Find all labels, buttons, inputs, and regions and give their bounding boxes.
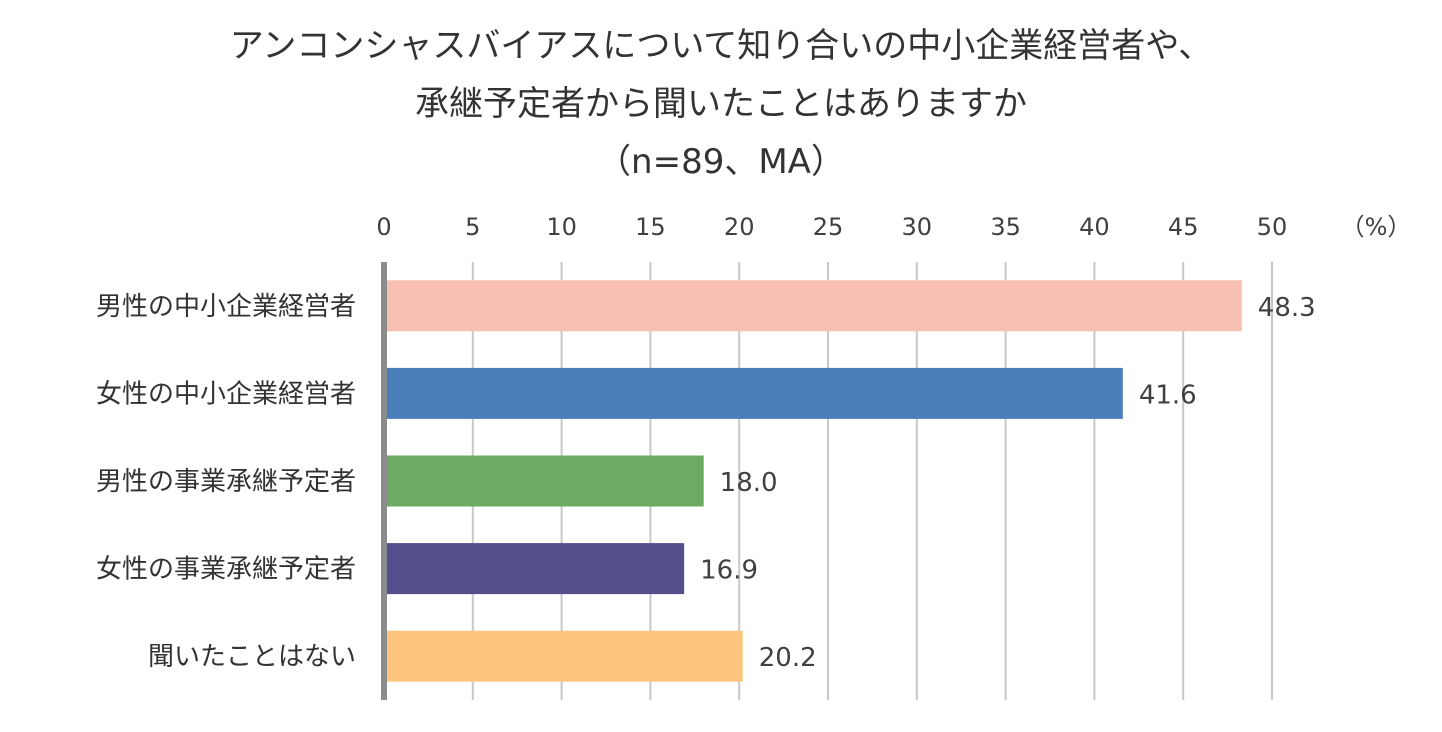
category-label-4: 女性の事業承継予定者 bbox=[96, 555, 356, 585]
category-label-5: 聞いたことはない bbox=[148, 642, 356, 672]
chart-title-line-1: アンコンシャスバイアスについて知り合いの中小企業経営者や、 bbox=[229, 26, 1213, 66]
data-label-5: 20.2 bbox=[759, 643, 817, 673]
tick-label-10: 10 bbox=[546, 213, 577, 241]
category-label-3: 男性の事業承継予定者 bbox=[96, 467, 356, 497]
data-label-3: 18.0 bbox=[720, 468, 778, 498]
bar-4 bbox=[384, 543, 685, 595]
tick-label-30: 30 bbox=[902, 213, 933, 241]
tick-label-20: 20 bbox=[724, 213, 755, 241]
data-label-2: 41.6 bbox=[1139, 380, 1197, 410]
chart-title-line-3: （n=89、MA） bbox=[597, 142, 845, 182]
bar-3 bbox=[384, 455, 704, 507]
tick-label-50: 50 bbox=[1257, 213, 1288, 241]
tick-label-45: 45 bbox=[1168, 213, 1199, 241]
bar-1 bbox=[384, 280, 1242, 332]
tick-label-25: 25 bbox=[813, 213, 844, 241]
tick-label-5: 5 bbox=[465, 213, 480, 241]
tick-label-15: 15 bbox=[635, 213, 666, 241]
tick-label-40: 40 bbox=[1079, 213, 1110, 241]
tick-label-35: 35 bbox=[990, 213, 1021, 241]
category-label-1: 男性の中小企業経営者 bbox=[96, 292, 356, 322]
chart-title-line-2: 承継予定者から聞いたことはありますか bbox=[415, 84, 1027, 124]
data-label-1: 48.3 bbox=[1258, 293, 1316, 323]
bar-5 bbox=[384, 630, 743, 682]
category-label-2: 女性の中小企業経営者 bbox=[96, 379, 356, 409]
bar-2 bbox=[384, 367, 1123, 419]
unit-label: （%） bbox=[1341, 213, 1412, 241]
tick-label-0: 0 bbox=[376, 213, 391, 241]
data-label-4: 16.9 bbox=[700, 556, 758, 586]
